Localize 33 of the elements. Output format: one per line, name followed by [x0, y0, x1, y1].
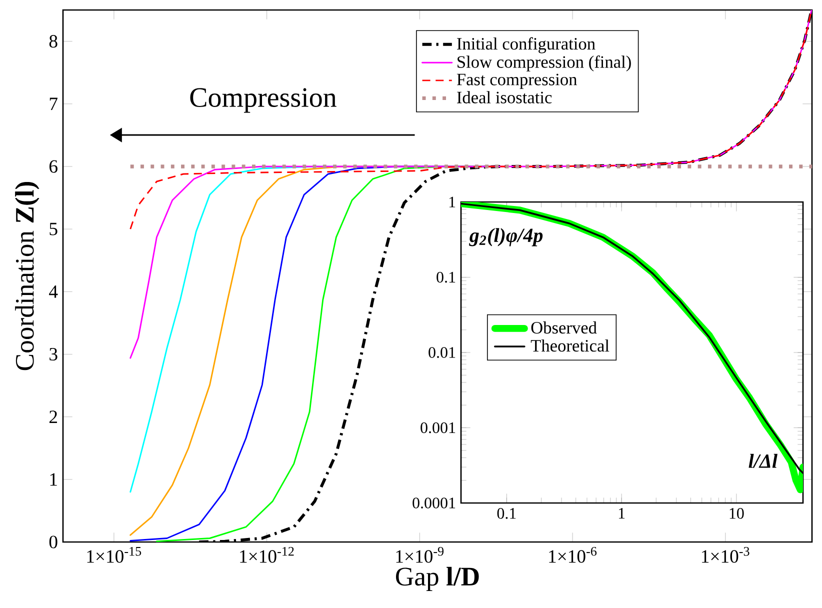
legend-label: Initial configuration: [457, 37, 596, 54]
y-axis-title: Coordination Z(l): [15, 182, 40, 370]
y-tick-label: 2: [49, 410, 57, 424]
y-tick-label: 4: [49, 286, 58, 298]
legend-label: Fast compression: [456, 74, 577, 89]
x-tick-label: 1×10$^{-12}$: [240, 546, 294, 563]
x-tick-label: 1: [618, 508, 625, 519]
y-tick-label: 7: [50, 98, 58, 110]
x-tick-label: 0.1: [497, 508, 516, 519]
legend-label: Ideal isostatic: [457, 91, 552, 104]
y-tick-label: 0.01: [428, 347, 456, 358]
annotation: Compression: [190, 88, 336, 113]
x-tick-label: 1×10$^{-15}$: [87, 546, 142, 563]
y-tick-label: 1: [449, 196, 456, 208]
y-tick-label: 0.0001: [412, 498, 456, 508]
x-axis-title: l/Δl: [748, 454, 778, 468]
legend-label: Observed: [531, 321, 597, 334]
y-tick-label: 5: [50, 222, 58, 236]
y-tick-label: 0.001: [420, 422, 456, 434]
x-tick-label: 10: [730, 508, 744, 519]
y-tick-label: 1: [50, 473, 57, 486]
legend-label: Theoretical: [530, 339, 610, 352]
y-tick-label: 6: [49, 160, 58, 173]
legend-label: Slow compression (final): [458, 55, 631, 72]
y-tick-label: 0.1: [436, 272, 456, 283]
x-axis-title: Gap l/D: [396, 566, 479, 592]
x-tick-label: 1×10$^{-3}$: [702, 546, 750, 563]
y-tick-label: 0: [49, 536, 58, 548]
y-tick-label: 8: [49, 34, 58, 48]
x-tick-label: 1×10$^{-9}$: [396, 546, 444, 563]
y-tick-label: 3: [50, 348, 58, 361]
y-axis-title: g$_{2}$(l)φ/4p: [469, 228, 543, 246]
x-tick-label: 1×10$^{-6}$: [549, 546, 597, 563]
